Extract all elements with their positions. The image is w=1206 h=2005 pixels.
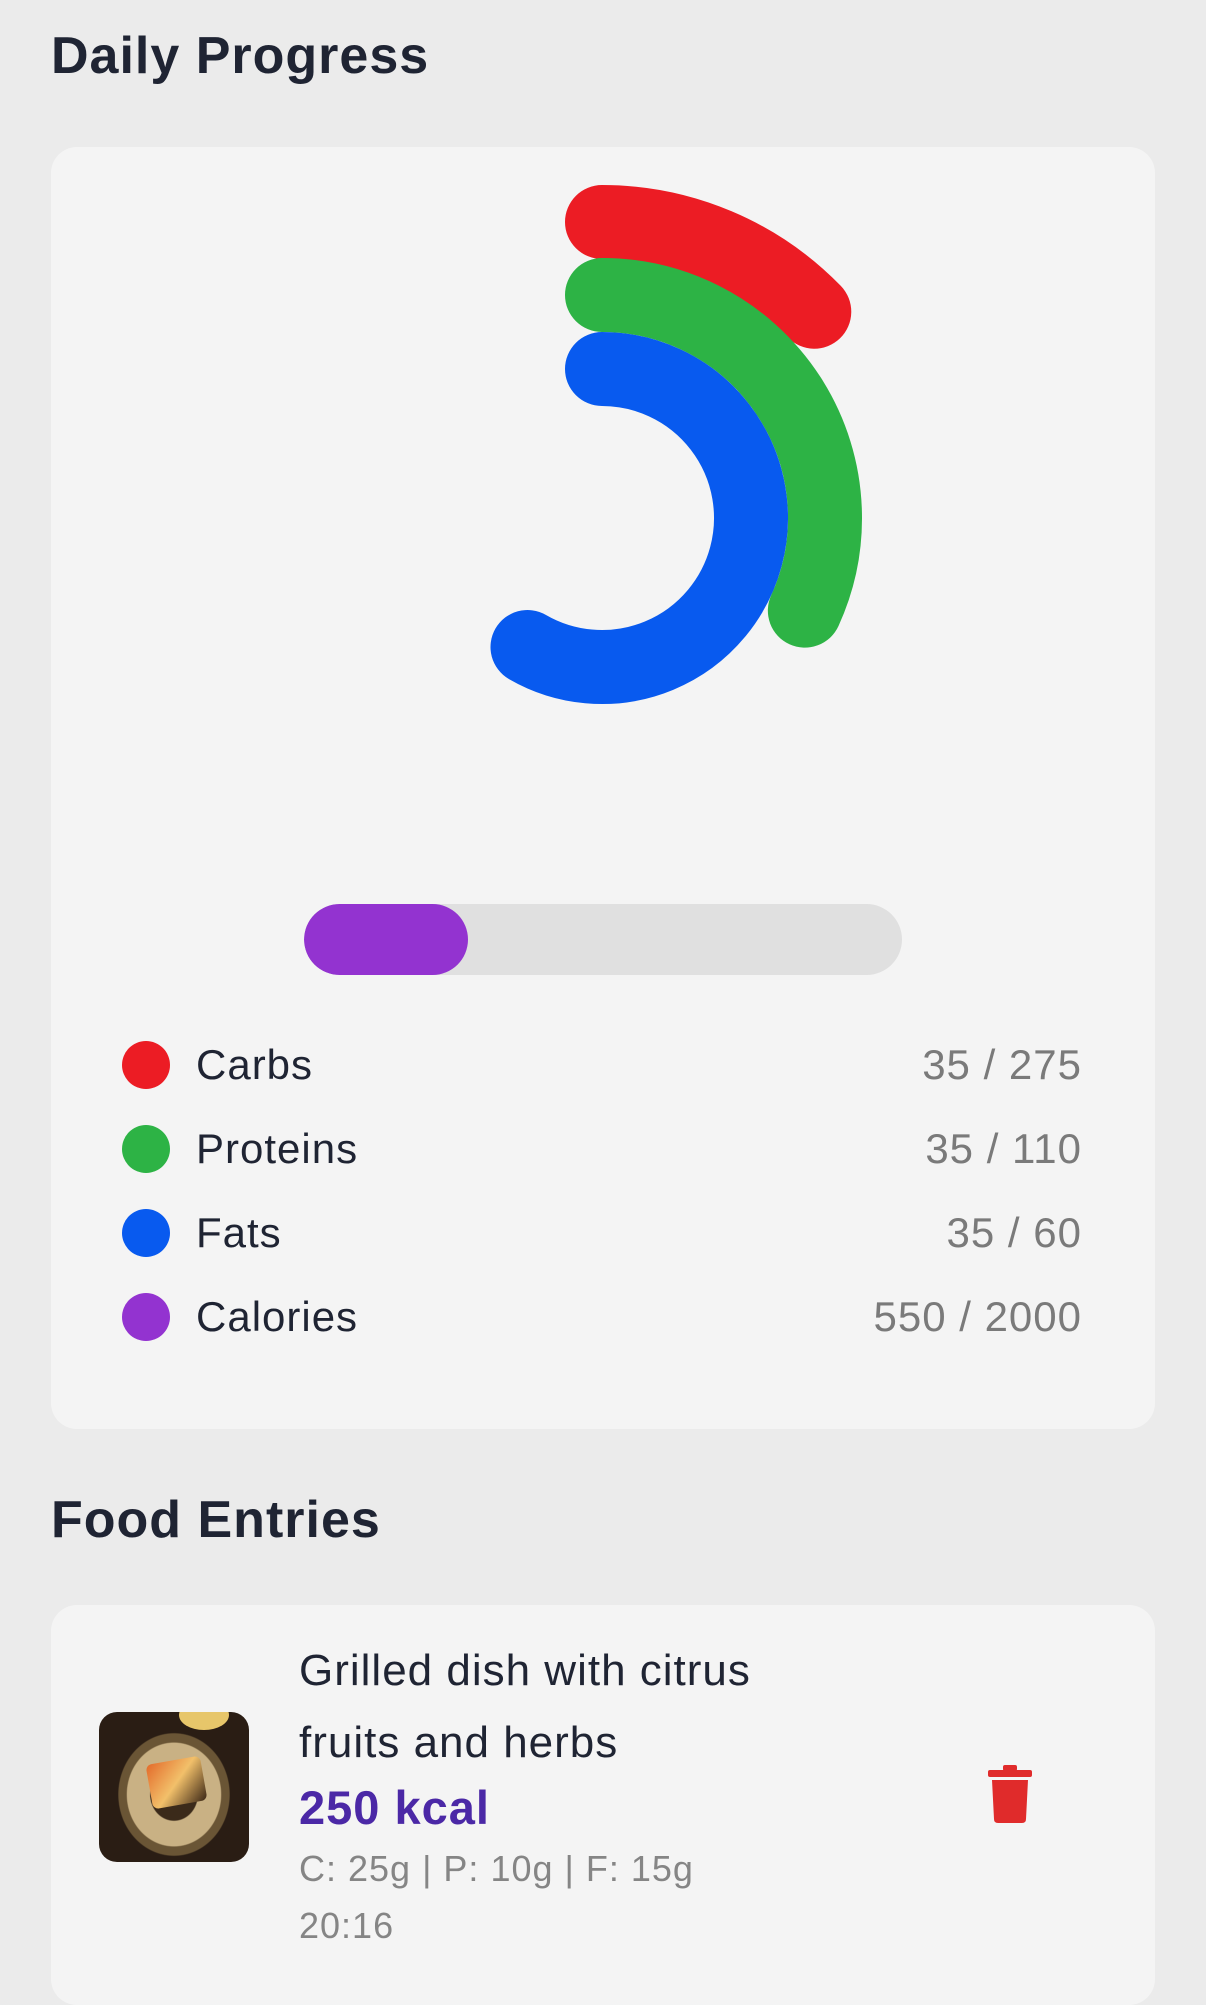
legend-value: 35 / 60 xyxy=(946,1209,1082,1256)
food-name: Grilled dish with citrus fruits and herb… xyxy=(299,1646,751,1767)
legend-label: Proteins xyxy=(196,1125,359,1172)
ring-fats xyxy=(490,332,788,704)
legend-label: Carbs xyxy=(196,1041,314,1088)
legend-dot xyxy=(122,1125,170,1173)
legend-label: Fats xyxy=(196,1209,282,1256)
daily-progress-card: Carbs 35 / 275 Proteins 35 / 110 Fats 35 / 60… xyxy=(51,147,1155,1429)
delete-trash-icon[interactable] xyxy=(988,1765,1032,1823)
legend-value: 35 / 110 xyxy=(925,1125,1082,1172)
legend-item-carbs: Carbs 35 / 275 xyxy=(122,1035,1082,1095)
food-entries-title: Food Entries xyxy=(51,1491,381,1549)
legend-dot xyxy=(122,1293,170,1341)
ring-proteins xyxy=(565,258,862,648)
calorie-progress-bar xyxy=(304,904,902,975)
legend-dot xyxy=(122,1209,170,1257)
food-macros: C: 25g | P: 10g | F: 15g xyxy=(299,1848,694,1889)
legend-label: Calories xyxy=(196,1293,359,1340)
macro-rings-chart xyxy=(490,185,862,704)
legend-item-fats: Fats 35 / 60 xyxy=(122,1203,1082,1263)
food-entry-card[interactable]: Grilled dish with citrus fruits and herb… xyxy=(51,1605,1155,2005)
legend-value: 35 / 275 xyxy=(922,1041,1082,1088)
ring-carbs xyxy=(565,185,852,349)
calorie-progress-fill xyxy=(304,904,469,975)
legend-item-calories: Calories 550 / 2000 xyxy=(122,1287,1082,1347)
food-kcal: 250 kcal xyxy=(299,1781,490,1834)
daily-progress-title: Daily Progress xyxy=(51,27,430,85)
legend-dot xyxy=(122,1041,170,1089)
legend-item-proteins: Proteins 35 / 110 xyxy=(122,1119,1082,1179)
food-time: 20:16 xyxy=(299,1905,395,1946)
legend-value: 550 / 2000 xyxy=(873,1293,1082,1340)
food-photo xyxy=(99,1712,249,1862)
